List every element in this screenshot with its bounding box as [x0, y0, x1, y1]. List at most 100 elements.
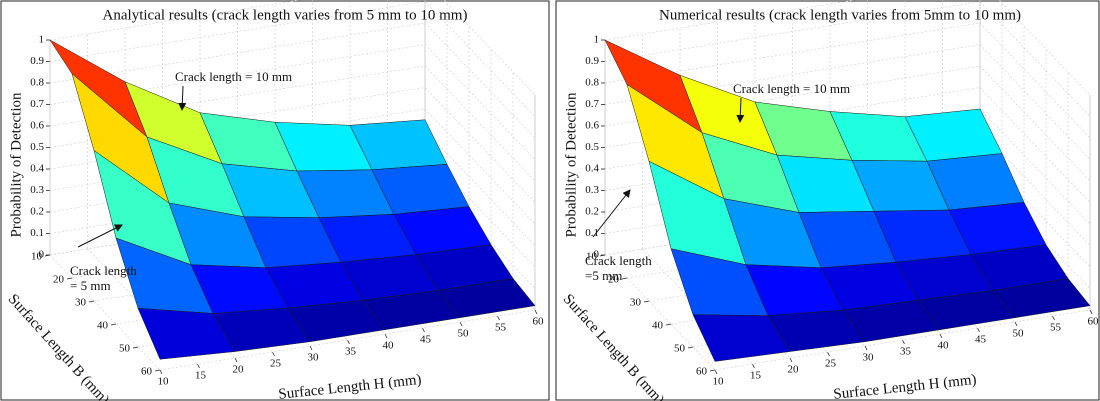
tick-mark	[534, 309, 538, 315]
tick-mark	[902, 339, 905, 345]
grid-line	[424, 1, 536, 117]
z-tick-label: 0.5	[585, 141, 599, 153]
annotation-arrow	[592, 189, 631, 238]
annotation: Crack length	[70, 263, 137, 278]
grid-line	[604, 254, 716, 371]
chart-title: Numerical results (crack length varies f…	[659, 7, 1021, 23]
x-axis-label: Surface Length H (mm)	[278, 372, 423, 401]
tick-mark	[154, 369, 161, 372]
tick-mark	[621, 277, 628, 280]
tick-mark	[687, 346, 694, 349]
annotation: = 5 mm	[70, 278, 111, 293]
grid-line	[424, 22, 536, 139]
tick-mark	[110, 323, 117, 326]
y-tick-label: 50	[674, 343, 686, 355]
tick-mark	[939, 333, 943, 339]
z-tick-label: 1	[39, 34, 45, 46]
tick-mark	[643, 300, 650, 303]
grid-line	[714, 309, 1091, 371]
y-tick-label: 10	[31, 251, 43, 263]
y-tick-label: 40	[652, 320, 664, 332]
grid-line	[424, 65, 536, 182]
z-tick-label: 0.7	[585, 98, 599, 110]
grid-line	[979, 22, 1091, 139]
tick-mark	[132, 346, 139, 349]
tick-mark	[599, 254, 606, 257]
x-tick-label: 45	[420, 334, 432, 346]
grid-line	[424, 151, 536, 268]
tick-mark	[827, 351, 830, 357]
grid-line	[424, 130, 536, 246]
annotation-arrow	[736, 97, 745, 123]
tick-mark	[44, 254, 51, 257]
z-tick-label: 0.7	[30, 98, 44, 110]
z-tick-label: 0.9	[30, 55, 44, 67]
z-tick-label: 0.6	[30, 120, 44, 132]
z-tick-label: 0	[594, 249, 600, 261]
x-tick-label: 30	[863, 352, 875, 364]
annotation: Crack length	[585, 253, 652, 268]
grid-line	[49, 0, 302, 41]
y-tick-label: 20	[608, 274, 620, 286]
x-tick-label: 45	[975, 334, 987, 346]
chart-title: Analytical results (crack length varies …	[103, 7, 468, 23]
annotation: Crack length = 10 mm	[175, 69, 292, 84]
z-axis-label: Probability of Detection	[8, 92, 24, 237]
grid-line	[998, 0, 1091, 96]
z-tick-label: 0.3	[30, 184, 44, 196]
y-tick-label: 20	[53, 274, 65, 286]
grid-line	[979, 65, 1091, 182]
z-tick-label: 0.1	[585, 227, 599, 239]
x-tick-label: 55	[1050, 322, 1062, 334]
x-tick-label: 35	[345, 346, 357, 358]
z-tick-label: 0.9	[585, 55, 599, 67]
tick-mark	[709, 369, 716, 372]
annotation-arrow	[77, 224, 123, 248]
z-tick-label: 0.2	[585, 206, 599, 218]
grid-line	[424, 108, 536, 225]
z-tick-label: 0	[39, 249, 45, 261]
z-tick-label: 0.6	[585, 120, 599, 132]
x-tick-label: 35	[900, 346, 912, 358]
tick-mark	[88, 300, 95, 303]
tick-mark	[1089, 309, 1093, 315]
z-axis-label: Probability of Detection	[563, 92, 579, 237]
y-tick-label: 60	[696, 366, 708, 378]
tick-mark	[1052, 315, 1055, 321]
y-tick-label: 60	[141, 366, 153, 378]
x-tick-label: 60	[1088, 316, 1100, 328]
x-tick-label: 10	[158, 376, 170, 388]
grid-line	[49, 44, 426, 105]
tick-mark	[234, 357, 238, 363]
z-tick-label: 1	[594, 34, 600, 46]
annotation: =5 mm	[585, 268, 622, 283]
tick-mark	[977, 327, 980, 333]
tick-mark	[384, 333, 388, 339]
x-tick-label: 25	[270, 358, 282, 370]
panel-border	[555, 0, 1100, 401]
grid-line	[443, 0, 536, 96]
grid-line	[979, 173, 1091, 289]
x-tick-label: 15	[195, 370, 207, 382]
tick-mark	[1014, 321, 1018, 327]
grid-line	[604, 0, 857, 41]
grid-line	[979, 87, 1091, 203]
y-tick-label: 40	[97, 320, 109, 332]
tick-mark	[197, 363, 200, 369]
grid-line	[979, 130, 1091, 246]
tick-mark	[752, 363, 755, 369]
grid-line	[424, 87, 536, 203]
tick-mark	[497, 315, 500, 321]
tick-mark	[789, 357, 793, 363]
grid-line	[424, 173, 536, 289]
grid-line	[159, 309, 536, 371]
surface-patch	[992, 278, 1091, 318]
z-tick-label: 0.3	[585, 184, 599, 196]
x-tick-label: 50	[458, 328, 470, 340]
tick-mark	[159, 369, 163, 375]
z-tick-label: 0.4	[30, 163, 44, 175]
y-axis-label: Surface Length B (mm)	[560, 291, 667, 401]
panel-border	[0, 0, 550, 401]
x-tick-label: 15	[750, 370, 762, 382]
